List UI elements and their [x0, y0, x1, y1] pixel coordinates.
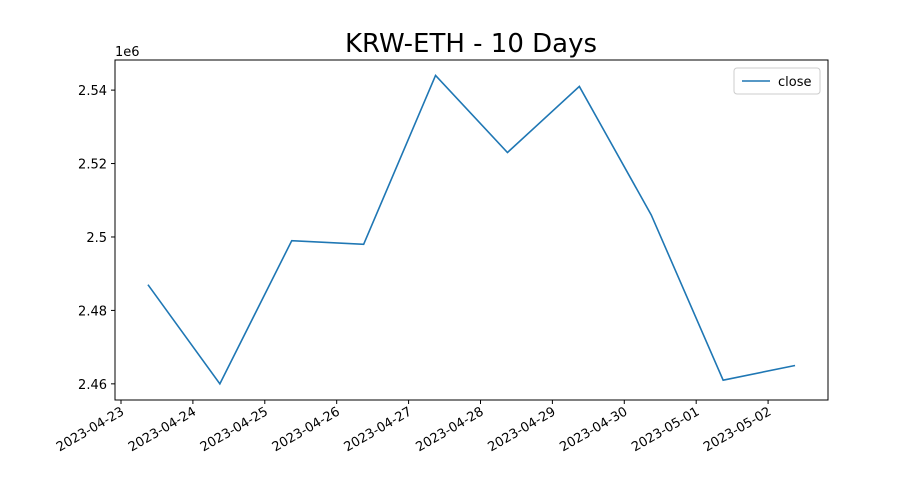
y-tick-label: 2.52 [78, 158, 107, 173]
x-tick-label: 2023-04-23 [54, 404, 127, 455]
line [147, 73, 796, 386]
y-tick-label: 2.46 [78, 378, 107, 393]
x-tick-label: 2023-04-28 [414, 404, 487, 455]
x-tick-label: 2023-04-26 [270, 404, 343, 455]
offset-label: 1e6 [115, 45, 140, 60]
y-tick-label: 2.54 [78, 84, 107, 99]
legend-label: close [778, 75, 811, 90]
y-tick-label: 2.5 [86, 231, 107, 246]
x-tick-label: 2023-05-01 [629, 404, 702, 455]
x-tick-label: 2023-04-30 [557, 404, 630, 455]
x-tick-label: 2023-04-27 [342, 404, 415, 455]
chart-title: KRW-ETH - 10 Days [345, 29, 597, 59]
x-tick-label: 2023-04-25 [198, 404, 271, 455]
x-tick-label: 2023-05-02 [701, 404, 774, 455]
plot-frame [114, 59, 829, 401]
y-tick-label: 2.48 [78, 304, 107, 319]
legend-box [733, 67, 821, 95]
x-tick-label: 2023-04-24 [126, 404, 199, 455]
x-tick-label: 2023-04-29 [485, 404, 558, 455]
